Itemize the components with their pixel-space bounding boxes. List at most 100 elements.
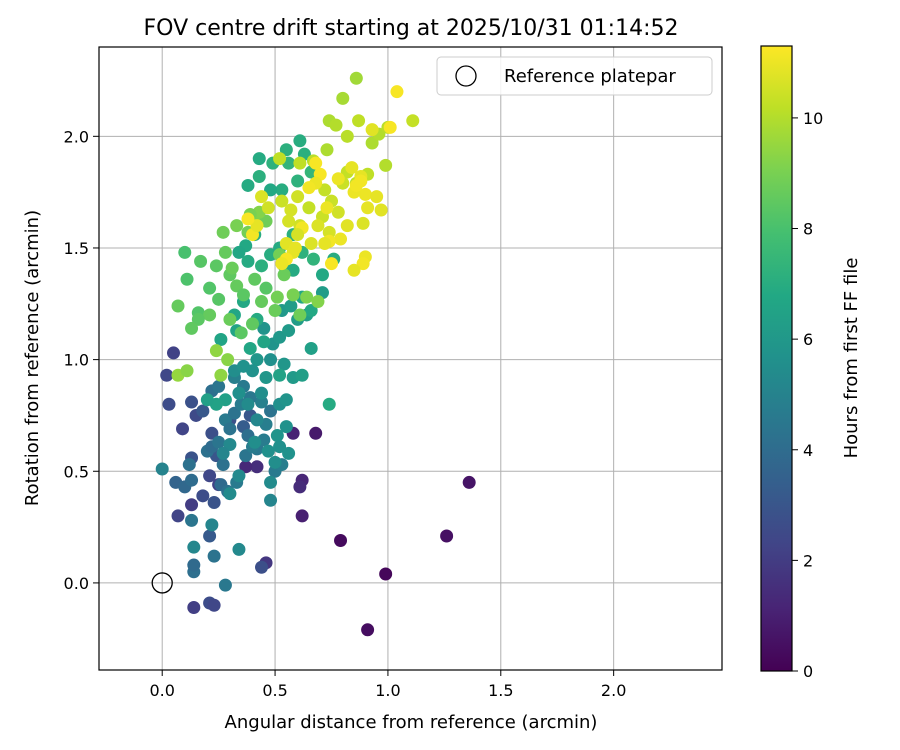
data-point <box>241 178 255 192</box>
data-point <box>212 435 226 449</box>
data-point <box>255 295 269 309</box>
data-point <box>250 413 264 427</box>
data-point <box>279 393 293 407</box>
data-point <box>257 321 271 335</box>
data-point <box>241 397 255 411</box>
data-point <box>440 529 454 543</box>
data-point <box>406 114 420 128</box>
axis-ticks: 0.0 0.5 1.0 1.5 2.0 0.0 0.5 1.0 1.5 2.0 <box>64 127 627 700</box>
data-point <box>250 353 264 367</box>
data-point <box>309 426 323 440</box>
data-point <box>277 268 291 282</box>
data-point <box>252 152 266 166</box>
y-tick-label: 2.0 <box>64 127 89 146</box>
data-point <box>207 598 221 612</box>
data-point <box>322 225 336 239</box>
colorbar-tick-label: 8 <box>803 220 813 239</box>
data-point <box>259 370 273 384</box>
legend-marker <box>455 65 477 87</box>
data-point <box>264 353 278 367</box>
data-point <box>250 460 264 474</box>
data-point <box>279 420 293 434</box>
data-point <box>288 241 302 255</box>
data-point <box>261 444 275 458</box>
data-point <box>320 143 334 157</box>
data-point <box>216 458 230 472</box>
y-tick-label: 0.5 <box>64 462 89 481</box>
data-point <box>347 263 361 277</box>
data-point <box>218 578 232 592</box>
colorbar-tick-label: 6 <box>803 330 813 349</box>
data-point <box>257 335 271 349</box>
data-point <box>277 357 291 371</box>
data-point <box>155 462 169 476</box>
data-point <box>250 219 264 233</box>
data-point <box>334 232 348 246</box>
data-point <box>284 299 298 313</box>
data-point <box>230 219 244 233</box>
data-point <box>205 426 219 440</box>
data-point <box>176 422 190 436</box>
data-point <box>264 475 278 489</box>
data-point <box>390 85 404 99</box>
data-point <box>340 129 354 143</box>
data-point <box>336 91 350 105</box>
data-point <box>236 288 250 302</box>
data-point <box>185 395 199 409</box>
data-point <box>227 406 241 420</box>
data-point <box>275 194 289 208</box>
data-point <box>354 174 368 188</box>
data-point <box>185 321 199 335</box>
colorbar-gradient <box>760 45 793 672</box>
data-point <box>315 268 329 282</box>
data-point <box>268 455 282 469</box>
data-point <box>185 473 199 487</box>
data-point <box>223 422 237 436</box>
data-point <box>209 344 223 358</box>
data-point <box>259 281 273 295</box>
data-point <box>160 368 174 382</box>
data-point <box>300 290 314 304</box>
x-tick-label: 1.5 <box>488 681 513 700</box>
data-point <box>178 245 192 259</box>
chart-title: FOV centre drift starting at 2025/10/31 … <box>144 16 679 41</box>
data-point <box>230 279 244 293</box>
data-point <box>214 368 228 382</box>
data-point <box>239 449 253 463</box>
data-point <box>349 71 363 85</box>
data-point <box>248 435 262 449</box>
data-point <box>191 312 205 326</box>
data-point <box>232 469 246 483</box>
data-point <box>320 201 334 215</box>
x-tick-label: 1.0 <box>375 681 400 700</box>
data-point <box>270 290 284 304</box>
data-point <box>203 281 217 295</box>
data-point <box>293 308 307 322</box>
data-point <box>248 272 262 286</box>
data-point <box>223 437 237 451</box>
data-point <box>225 261 239 275</box>
data-point <box>379 158 393 172</box>
data-point <box>318 183 332 197</box>
data-point <box>374 203 388 217</box>
data-point <box>232 245 246 259</box>
data-point <box>203 469 217 483</box>
x-tick-label: 0.0 <box>149 681 174 700</box>
data-point <box>379 567 393 581</box>
data-point <box>245 317 259 331</box>
data-point <box>329 118 343 132</box>
data-point <box>241 254 255 268</box>
data-point <box>162 397 176 411</box>
data-point <box>245 364 259 378</box>
data-point <box>291 174 305 188</box>
legend-label: Reference platepar <box>504 66 676 87</box>
legend-box <box>436 56 713 96</box>
x-axis-label: Angular distance from reference (arcmin) <box>225 712 598 733</box>
data-point <box>462 475 476 489</box>
data-point <box>218 245 232 259</box>
y-tick-label: 1.5 <box>64 239 89 258</box>
data-point <box>370 190 384 204</box>
data-point <box>365 136 379 150</box>
data-point <box>293 134 307 148</box>
data-point <box>304 237 318 251</box>
